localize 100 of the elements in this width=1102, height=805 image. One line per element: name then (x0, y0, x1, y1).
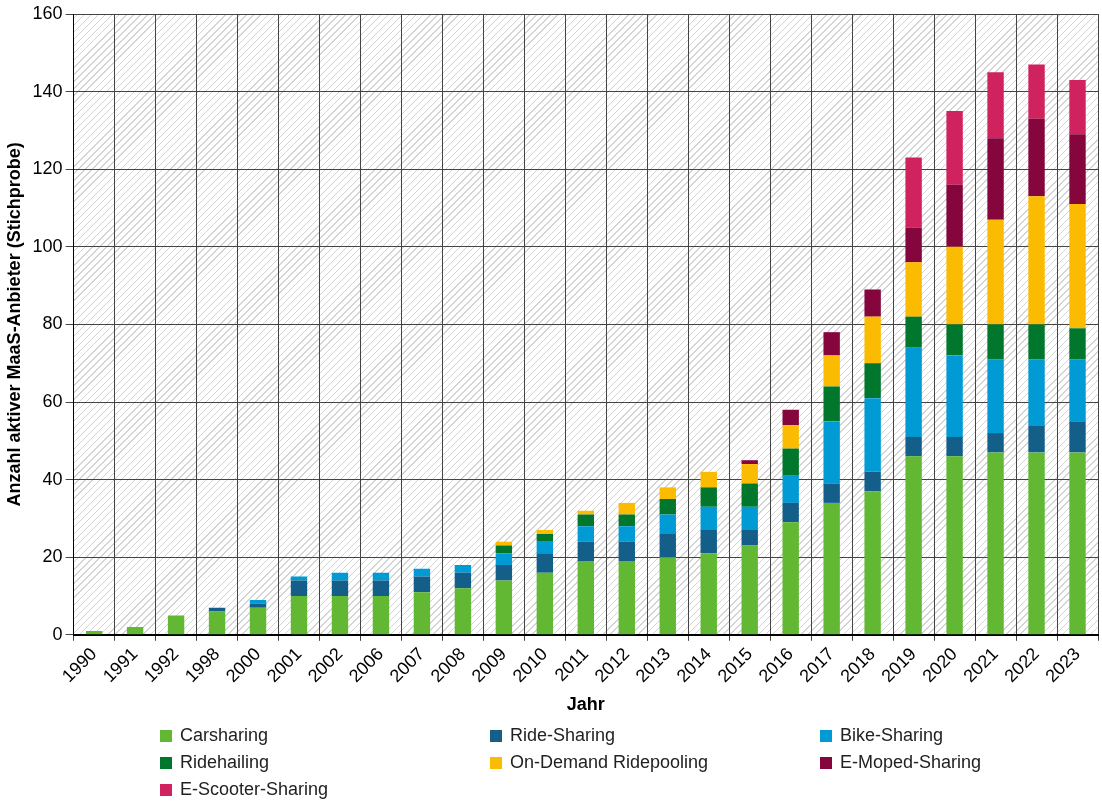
bar (1028, 425, 1045, 453)
bar (987, 433, 1004, 453)
bar (249, 603, 267, 608)
bar (946, 456, 963, 635)
bar (167, 615, 185, 635)
bar (1028, 359, 1045, 426)
bar (987, 219, 1004, 325)
bar (495, 580, 513, 635)
bar (782, 448, 799, 476)
bar (946, 184, 963, 247)
bar (1028, 324, 1045, 360)
bar (905, 347, 922, 437)
bar (864, 289, 881, 317)
bar (659, 557, 676, 635)
bar (741, 530, 758, 546)
bar (577, 510, 595, 515)
bar (782, 409, 799, 426)
bar (372, 596, 390, 635)
legend-label: Ride-Sharing (510, 725, 616, 746)
bar (864, 363, 881, 399)
bar (905, 157, 922, 228)
bar (987, 72, 1004, 139)
bar (495, 541, 513, 546)
bar (659, 487, 676, 500)
bar (536, 553, 554, 573)
x-axis-title: Jahr (566, 694, 605, 715)
bar (577, 541, 595, 562)
bar (782, 522, 799, 635)
bar (536, 541, 554, 554)
bar (659, 499, 676, 515)
y-tick-label: 100 (32, 235, 63, 256)
bar (536, 530, 554, 534)
bar (905, 436, 922, 457)
bar (618, 514, 635, 527)
bar (1069, 204, 1086, 329)
bar (413, 592, 431, 635)
bar (1069, 421, 1086, 453)
bar (1028, 64, 1045, 119)
legend-label: E-Moped-Sharing (840, 752, 982, 773)
bar (454, 588, 472, 635)
bar (1069, 79, 1086, 135)
bar (741, 506, 758, 531)
bar (331, 596, 349, 635)
y-tick-label: 140 (32, 80, 63, 101)
bar (741, 545, 758, 635)
bar (577, 514, 595, 527)
bar (946, 324, 963, 356)
y-axis-title: Anzahl aktiver MaaS-Anbieter (Stichprobe) (3, 142, 24, 507)
bar (413, 576, 431, 593)
bar (987, 324, 1004, 360)
bar (864, 471, 881, 492)
bar (700, 487, 717, 507)
bar (946, 246, 963, 325)
bar (577, 561, 595, 635)
bar (249, 599, 267, 604)
bar (864, 398, 881, 472)
bar (946, 355, 963, 437)
bar (782, 502, 799, 523)
bar (1069, 328, 1086, 360)
y-tick-label: 80 (42, 313, 63, 334)
bar (864, 316, 881, 364)
bar (700, 553, 717, 635)
bar (659, 514, 676, 534)
bar (905, 456, 922, 635)
y-tick-label: 40 (42, 468, 63, 489)
legend-label: Ridehailing (180, 752, 270, 773)
bar (126, 627, 144, 635)
bar (454, 564, 472, 573)
bar (1069, 452, 1086, 635)
y-tick-label: 0 (52, 623, 63, 644)
bar (987, 138, 1004, 220)
bar (536, 533, 554, 542)
bar (782, 425, 799, 449)
y-tick-label: 120 (32, 158, 63, 179)
bar (577, 526, 595, 542)
bar (987, 359, 1004, 434)
legend-label: Bike-Sharing (840, 725, 944, 746)
bar (618, 561, 635, 635)
y-tick-label: 20 (42, 546, 63, 567)
bar (618, 502, 635, 515)
bar (823, 332, 840, 356)
bar (331, 580, 349, 597)
bar (946, 436, 963, 457)
legend-label: E-Scooter-Sharing (180, 779, 329, 800)
bar (700, 471, 717, 488)
y-tick-label: 60 (42, 390, 63, 411)
bar (823, 421, 840, 484)
bar (700, 530, 717, 554)
bar (823, 386, 840, 422)
bar (864, 491, 881, 635)
bar (823, 502, 840, 635)
bar (536, 572, 554, 635)
bar (782, 475, 799, 503)
bar (1028, 452, 1045, 635)
bar (987, 452, 1004, 635)
bar (290, 580, 308, 597)
bar (1069, 359, 1086, 422)
bar (290, 596, 308, 635)
bar (618, 541, 635, 562)
bar (823, 355, 840, 387)
